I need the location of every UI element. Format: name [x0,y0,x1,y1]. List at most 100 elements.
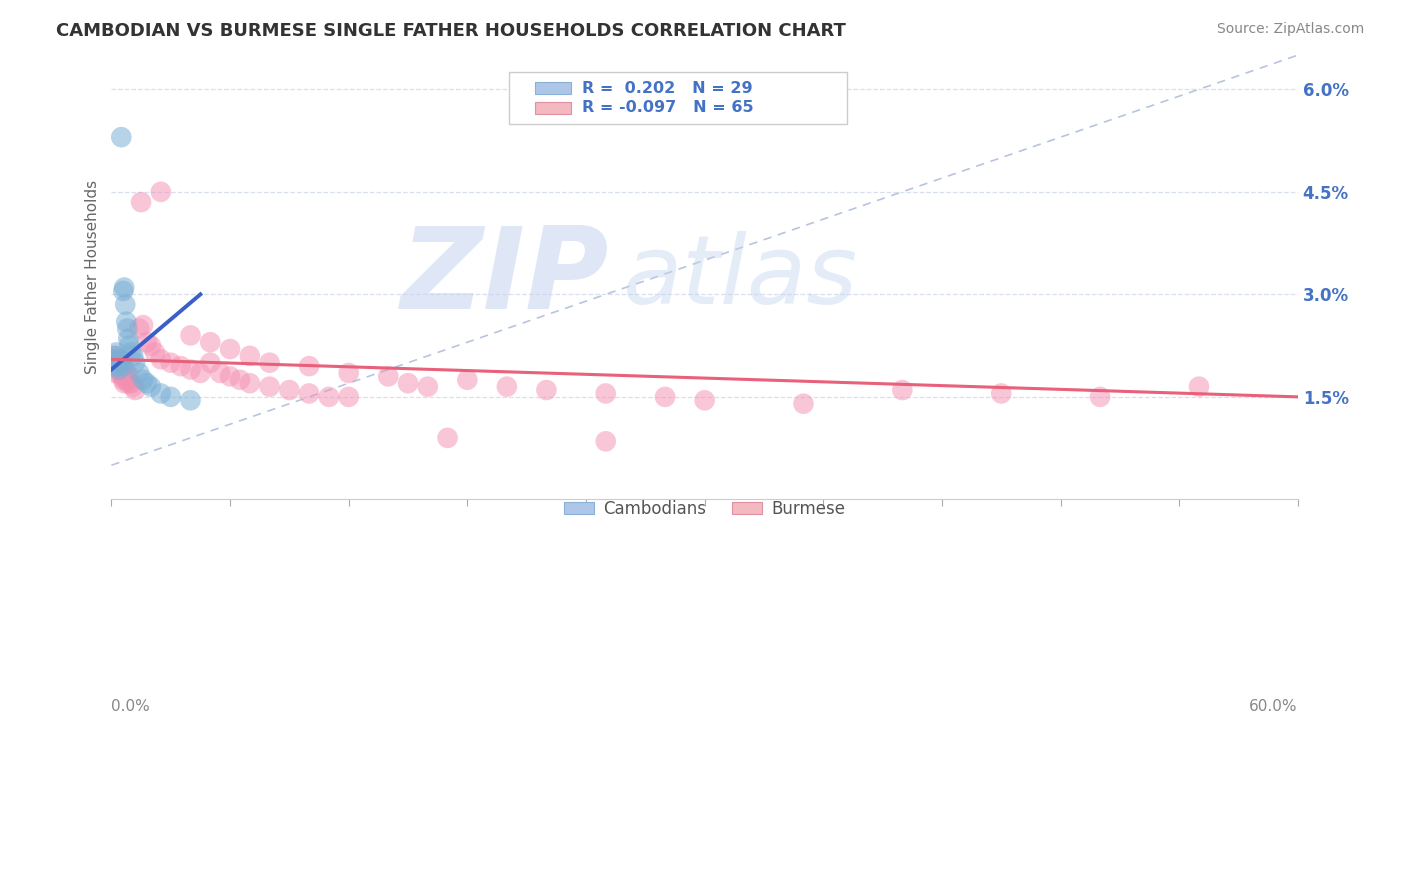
Legend: Cambodians, Burmese: Cambodians, Burmese [557,493,852,524]
Point [110,359,132,373]
Point [990,386,1012,401]
Point [416,379,439,393]
Point [117,332,139,346]
Point [159,356,181,370]
Point [149,352,172,367]
Text: CAMBODIAN VS BURMESE SINGLE FATHER HOUSEHOLDS CORRELATION CHART: CAMBODIAN VS BURMESE SINGLE FATHER HOUSE… [56,22,846,40]
Text: 60.0%: 60.0% [1250,699,1298,714]
Point [115,373,138,387]
Point [128,321,150,335]
Point [112,284,135,298]
Point [891,383,914,397]
Point [115,366,138,380]
Point [118,338,141,352]
Point [115,321,138,335]
Point [239,349,262,363]
Point [105,345,128,359]
Point [122,379,145,393]
Point [107,356,129,370]
Point [103,352,125,367]
Point [132,318,155,332]
Point [149,185,172,199]
Point [103,349,125,363]
Text: 0.0%: 0.0% [111,699,150,714]
Point [1188,379,1211,393]
Point [200,335,222,350]
Point [110,356,132,370]
Point [179,362,201,376]
Text: R =  0.202   N = 29: R = 0.202 N = 29 [582,80,754,95]
Text: R = -0.097   N = 65: R = -0.097 N = 65 [582,100,754,115]
Point [111,359,134,373]
Point [1088,390,1111,404]
FancyBboxPatch shape [509,71,846,124]
Point [159,390,181,404]
Point [200,356,222,370]
Point [117,376,139,391]
Point [104,356,127,370]
Point [136,335,159,350]
Point [132,373,155,387]
Point [149,386,172,401]
Point [259,356,281,370]
Text: Source: ZipAtlas.com: Source: ZipAtlas.com [1216,22,1364,37]
Point [298,386,321,401]
Point [654,390,676,404]
Text: atlas: atlas [621,231,856,324]
Point [693,393,716,408]
Point [108,366,131,380]
Point [124,356,146,370]
Point [436,431,458,445]
Point [105,352,128,367]
Point [496,379,519,393]
Point [143,345,166,359]
Point [108,362,131,376]
Point [112,376,135,391]
Point [124,383,146,397]
Point [179,328,201,343]
Point [219,342,242,356]
Point [377,369,399,384]
Point [120,376,142,391]
Point [190,366,212,380]
Point [110,352,132,367]
Y-axis label: Single Father Households: Single Father Households [86,180,100,375]
Point [595,386,617,401]
Point [219,369,242,384]
Point [122,349,145,363]
Point [114,297,136,311]
Point [105,359,128,373]
Point [259,379,281,393]
Point [396,376,419,391]
Bar [534,82,571,95]
Point [239,376,262,391]
Point [595,434,617,449]
Point [456,373,478,387]
Point [110,356,132,370]
Point [337,390,360,404]
Point [337,366,360,380]
Point [112,280,135,294]
Point [105,359,128,373]
Point [103,366,125,380]
Point [536,383,558,397]
Point [118,369,141,384]
Point [169,359,191,373]
Point [298,359,321,373]
Point [278,383,301,397]
Point [115,315,138,329]
Point [139,379,162,393]
Point [229,373,252,387]
Point [136,376,159,391]
Point [209,366,232,380]
Point [103,356,125,370]
Point [792,397,814,411]
Bar [534,102,571,114]
Point [120,345,142,359]
Point [139,338,162,352]
Point [104,349,127,363]
Point [110,130,132,145]
Point [112,373,135,387]
Point [179,393,201,408]
Point [111,369,134,384]
